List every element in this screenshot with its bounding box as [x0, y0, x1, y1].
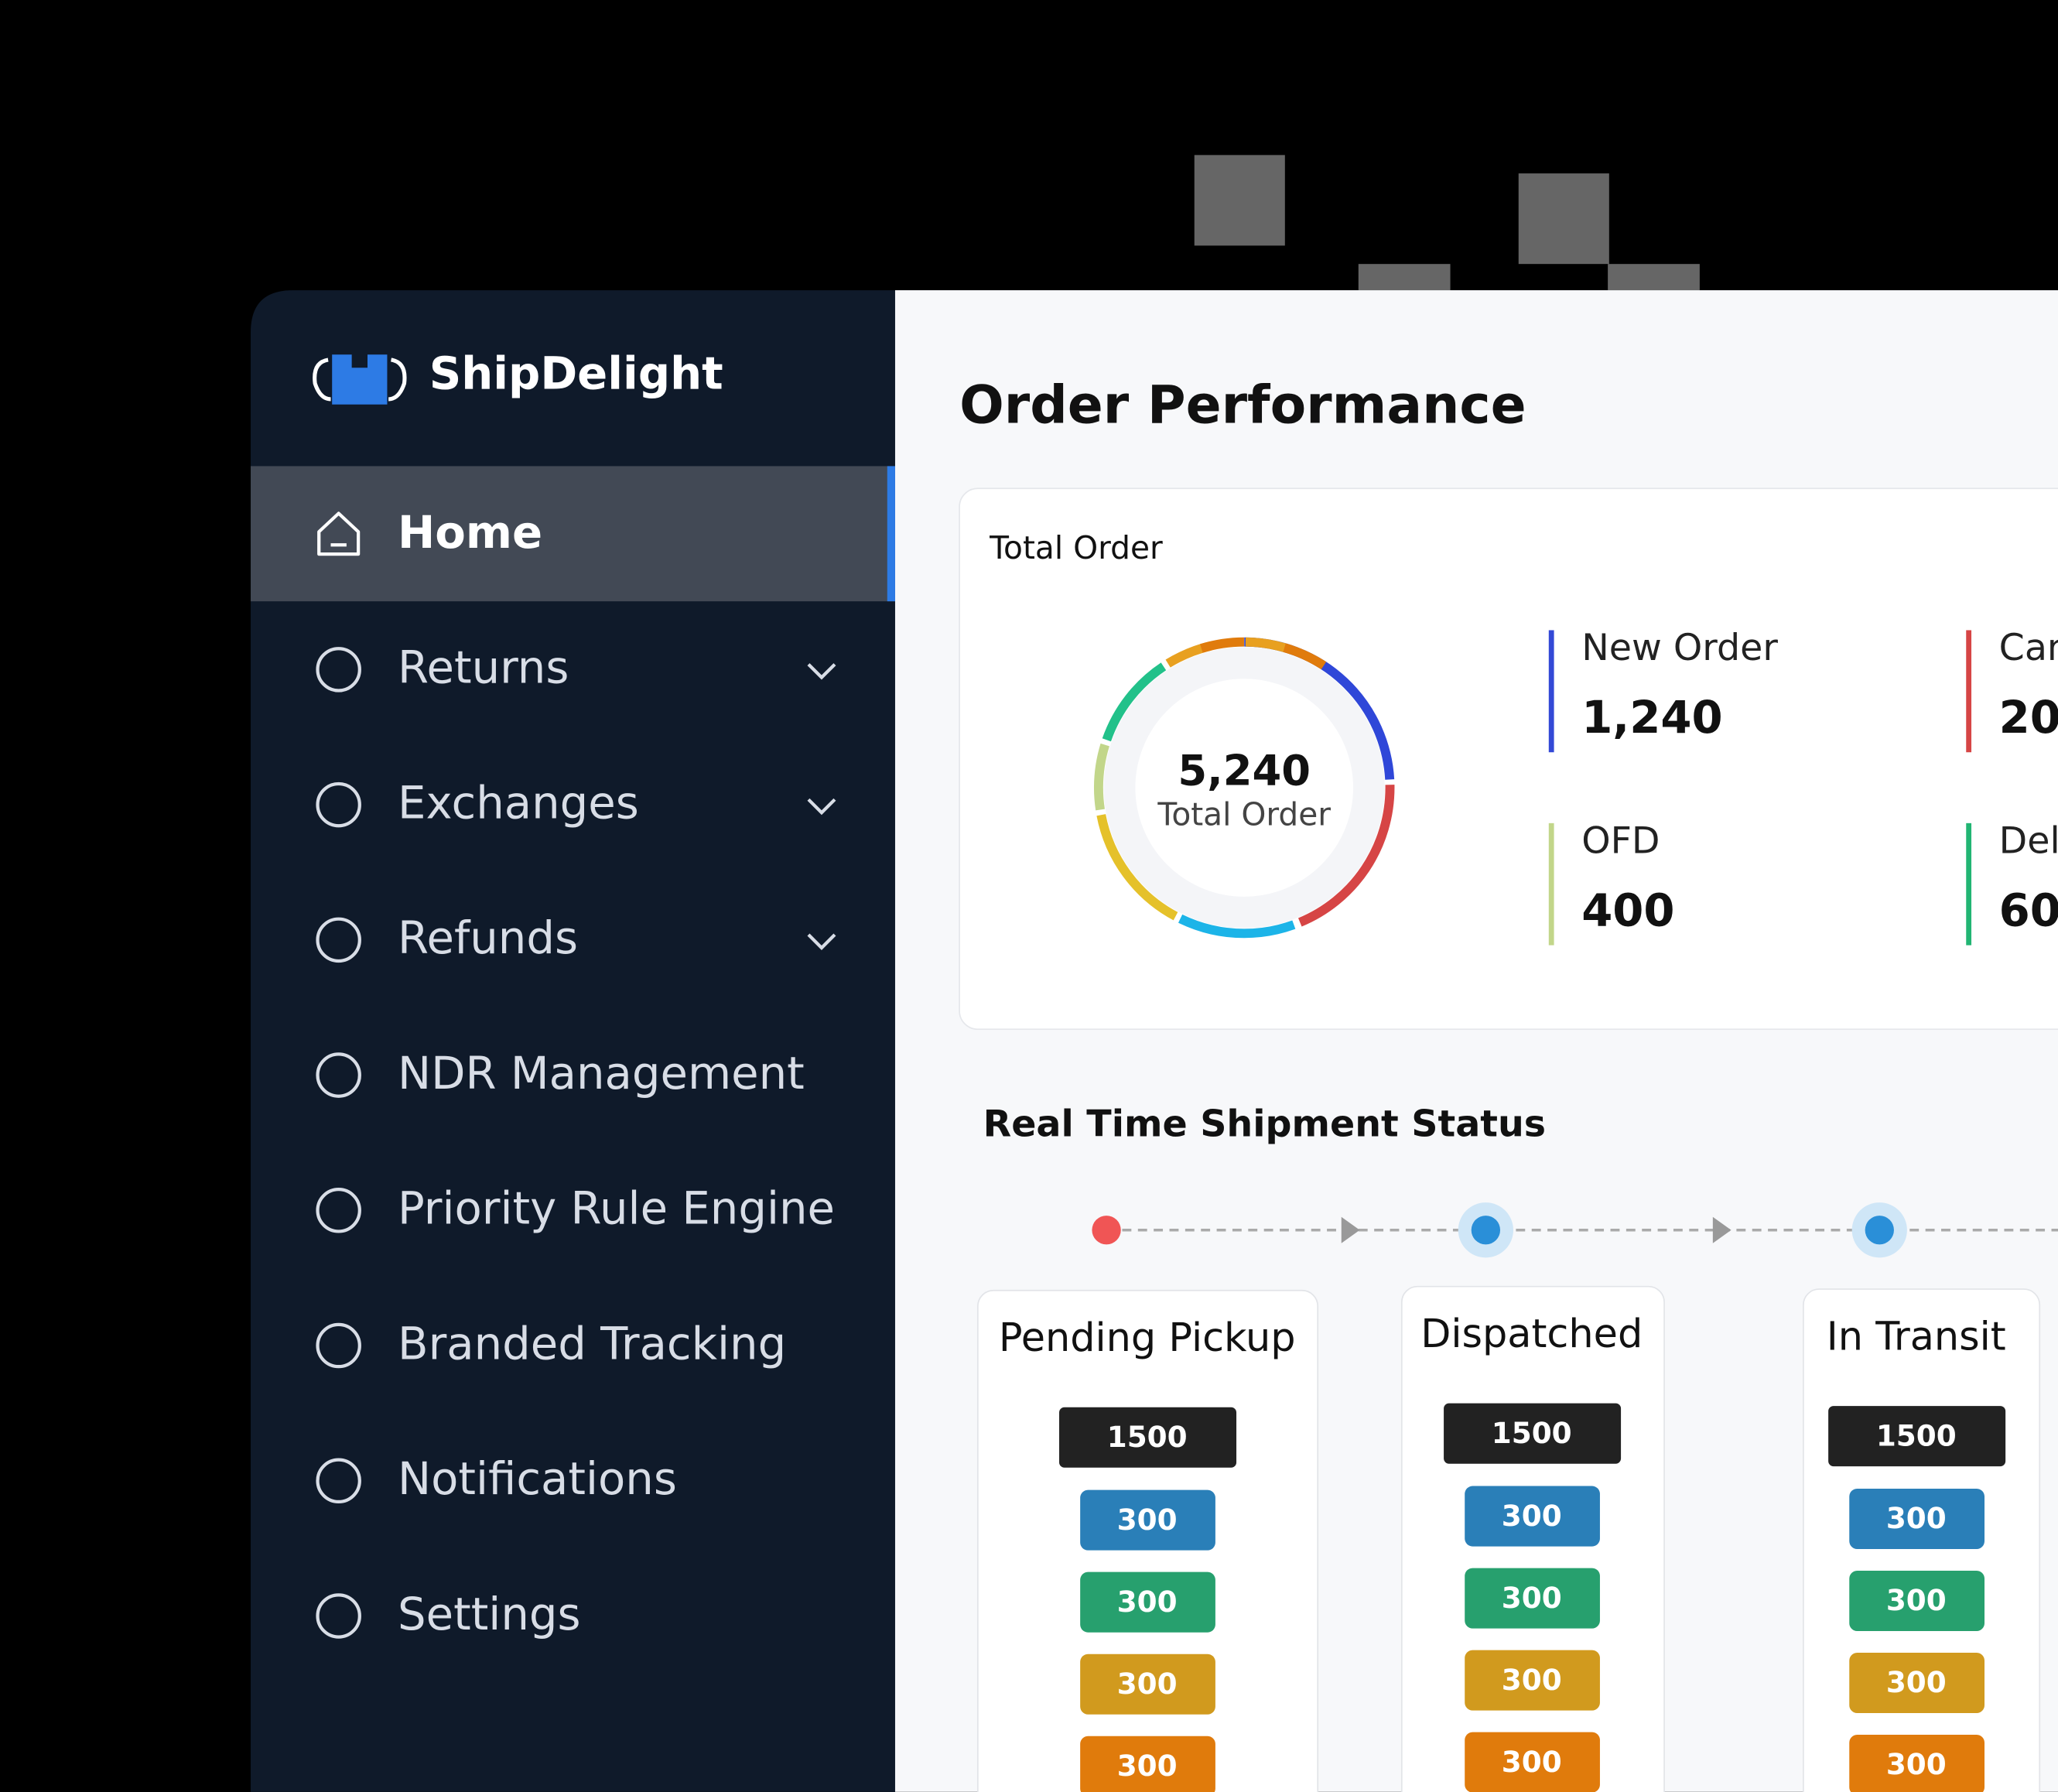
sidebar [251, 290, 895, 1792]
count-badge [1080, 1571, 1215, 1633]
timeline [1092, 1202, 2058, 1258]
nav-label: Exchanges [398, 776, 639, 829]
count-badge [1080, 1653, 1215, 1715]
count-badge [1849, 1488, 1984, 1549]
logo [313, 354, 407, 405]
count: 300 [1117, 1667, 1178, 1701]
deco-square [1358, 264, 1451, 291]
stat-bar [1548, 630, 1554, 753]
nav-label: Home [398, 506, 542, 559]
total-badge [1444, 1403, 1622, 1464]
status-name: Pending Pickup [999, 1315, 1296, 1361]
nav-label: Branded Tracking [398, 1317, 786, 1370]
count: 300 [1117, 1585, 1178, 1619]
count: 300 [1886, 1583, 1947, 1617]
stat-label: Can [1999, 627, 2058, 669]
nav-chevron[interactable] [807, 798, 836, 816]
nav-label: Returns [398, 641, 569, 694]
count: 300 [1117, 1503, 1178, 1537]
nav-item[interactable] [251, 467, 887, 603]
stat-bar [1966, 822, 1972, 946]
count: 300 [1886, 1501, 1947, 1535]
count: 300 [1502, 1663, 1562, 1697]
deco-square [1608, 264, 1700, 291]
nav-label: Settings [398, 1588, 580, 1640]
stat-bar [1548, 822, 1554, 946]
count: 300 [1886, 1665, 1947, 1699]
status-name: Dispatched [1420, 1312, 1643, 1357]
nav-icon [316, 1052, 361, 1098]
donut-total: 5,240 [1178, 747, 1311, 795]
total-count: 1500 [1492, 1416, 1572, 1450]
nav-active-indicator [887, 466, 895, 602]
count-badge [1849, 1570, 1984, 1631]
total-order-card [959, 487, 2058, 1031]
status-name: In Transit [1827, 1315, 2006, 1360]
section-title: Real Time Shipment Status [983, 1103, 1546, 1146]
stat-value: 20 [1999, 691, 2058, 744]
count-badge [1080, 1489, 1215, 1551]
nav-icon [316, 1458, 361, 1504]
deco-square [1518, 173, 1609, 265]
count: 300 [1117, 1749, 1178, 1783]
count-badge [1849, 1652, 1984, 1714]
nav-icon [316, 1593, 361, 1639]
nav-chevron[interactable] [807, 933, 836, 951]
brand-name: ShipDelight [429, 347, 723, 400]
count-badge [1465, 1486, 1600, 1547]
nav-label: Priority Rule Engine [398, 1182, 835, 1235]
stat-label: OFD [1581, 819, 1660, 862]
nav-chevron[interactable] [807, 663, 836, 680]
count: 300 [1886, 1747, 1947, 1781]
stat-bar [1966, 630, 1972, 753]
stat-label: New Order [1581, 627, 1778, 669]
stat-value: 400 [1581, 884, 1674, 937]
total-count: 1500 [1876, 1418, 1957, 1452]
stat-value: 600 [1999, 884, 2058, 937]
nav-label: NDR Management [398, 1047, 805, 1099]
nav-icon [317, 511, 361, 556]
total-badge [1059, 1407, 1237, 1468]
stat-value: 1,240 [1581, 691, 1722, 744]
nav-icon [316, 781, 361, 828]
nav-icon [316, 1322, 361, 1369]
count: 300 [1502, 1499, 1562, 1533]
donut-label: Total Order [1157, 795, 1331, 833]
nav-label: Refunds [398, 911, 578, 964]
deco-square [1194, 155, 1285, 246]
count: 300 [1502, 1581, 1562, 1615]
total-badge [1828, 1406, 2006, 1467]
count-badge [1465, 1650, 1600, 1711]
stat-label: Del [1999, 819, 2058, 862]
count-badge [1465, 1568, 1600, 1629]
count-badge [1849, 1735, 1984, 1792]
nav-icon [316, 647, 361, 693]
count-badge [1465, 1732, 1600, 1792]
count: 300 [1502, 1745, 1562, 1779]
page-title: Order Performance [959, 374, 1526, 436]
count-badge [1080, 1736, 1215, 1792]
nav-icon [316, 1188, 361, 1233]
nav-label: Notifications [398, 1452, 677, 1505]
nav-icon [316, 917, 361, 963]
total-count: 1500 [1107, 1420, 1188, 1454]
card-label: Total Order [989, 529, 1163, 566]
